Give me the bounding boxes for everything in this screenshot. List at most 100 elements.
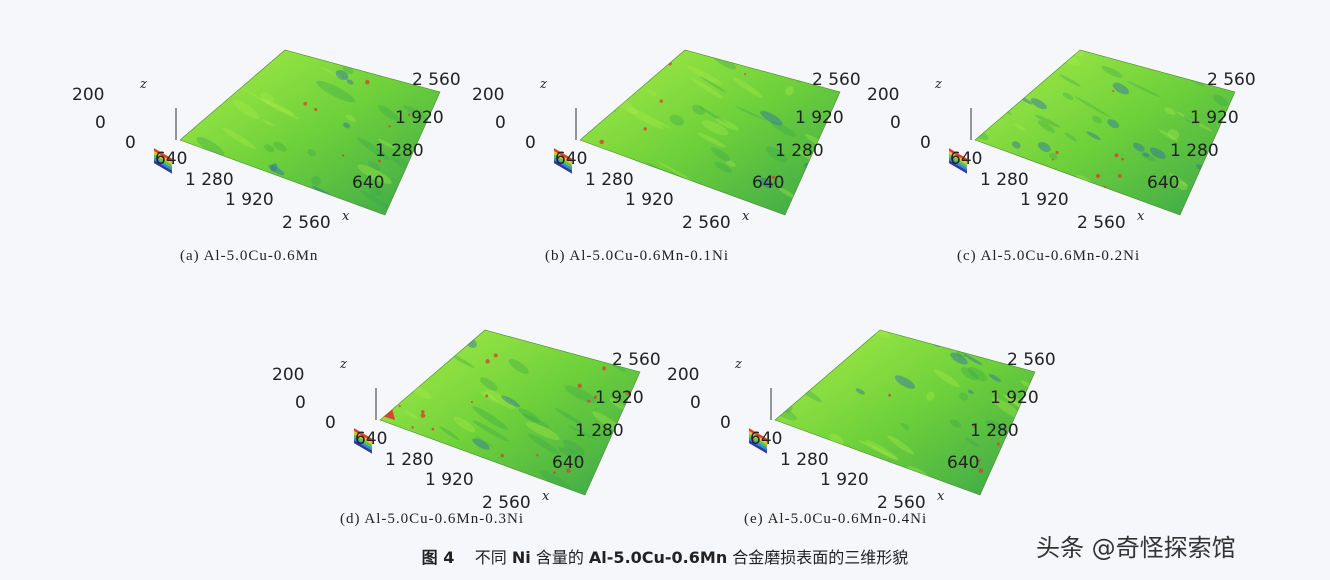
panel-caption-c: (c) Al-5.0Cu-0.6Mn-0.2Ni [957, 248, 1141, 264]
y-tick-label: 2 560 [812, 70, 861, 90]
color-scale-band [554, 148, 572, 162]
surface-plot-c [949, 49, 1236, 216]
color-scale-band [949, 157, 967, 171]
y-tick-label: 640 [552, 453, 585, 473]
y-tick-label: 1 280 [970, 421, 1019, 441]
x-tick-label: 1 280 [385, 450, 434, 470]
z-axis-label: z [140, 77, 147, 92]
z-axis-label: z [935, 77, 942, 92]
y-tick-label: 640 [352, 173, 385, 193]
x-tick-label: 640 [555, 149, 588, 169]
z-axis-label: z [340, 357, 347, 372]
x-tick-label: 2 560 [282, 213, 331, 233]
figure-caption: 图 4 不同 Ni 含量的 Al-5.0Cu-0.6Mn 合金磨损表面的三维形貌 [0, 550, 1330, 566]
figure-caption-text-1: 不同 [474, 548, 507, 567]
y-tick-label: 2 560 [1007, 350, 1056, 370]
color-scale-band [949, 160, 967, 174]
color-scale-band [354, 437, 372, 451]
color-scale-band [354, 431, 372, 445]
figure-caption-prefix: 图 4 [421, 548, 455, 567]
surface-e [774, 329, 1036, 496]
color-scale-band [554, 154, 572, 168]
z-tick-label: 200 [472, 85, 505, 105]
surface-plot-b [554, 49, 841, 216]
color-scale-band [949, 154, 967, 168]
panel-caption-e: (e) Al-5.0Cu-0.6Mn-0.4Ni [744, 511, 928, 527]
x-tick-label: 2 560 [682, 213, 731, 233]
color-scale-band [154, 160, 172, 174]
z-tick-label: 0 [690, 393, 701, 413]
panel-b: 200 0 z 0 640 1 280 1 920 2 560 x 2 560 1 920 1 280… [460, 20, 880, 290]
y-tick-label: 640 [752, 173, 785, 193]
color-scale-band [154, 148, 172, 162]
color-scale-band [154, 157, 172, 171]
panel-e: 200 0 z 0 640 1 280 1 920 2 560 x 2 560 1 920 1 280… [655, 300, 1075, 570]
x-tick-label: 1 920 [425, 470, 474, 490]
y-tick-label: 1 280 [1170, 141, 1219, 161]
color-scale-band [749, 431, 767, 445]
color-scale-band [749, 437, 767, 451]
origin-label: 0 [325, 413, 336, 433]
z-tick-label: 200 [667, 365, 700, 385]
x-tick-label: 1 280 [185, 170, 234, 190]
origin-label: 0 [525, 133, 536, 153]
x-axis-label: x [937, 489, 945, 504]
x-tick-label: 1 920 [820, 470, 869, 490]
surface-plot-a [154, 49, 441, 216]
color-scale-band [354, 440, 372, 454]
figure-caption-text-2: 含量的 [535, 548, 584, 567]
z-axis-label: z [735, 357, 742, 372]
x-tick-label: 2 560 [1077, 213, 1126, 233]
x-tick-label: 1 920 [1020, 190, 1069, 210]
y-tick-label: 640 [1147, 173, 1180, 193]
x-tick-label: 1 280 [585, 170, 634, 190]
color-scale-band [154, 154, 172, 168]
panel-d: 200 0 z 0 640 1 280 1 920 2 560 x 2 560 1 920 1 280… [260, 300, 680, 570]
color-scale-band [554, 157, 572, 171]
panel-a: 200 0 z 0 640 1 280 1 920 2 560 x 2 560 1 920 1 280… [60, 20, 480, 290]
origin-label: 0 [720, 413, 731, 433]
color-scale-band [749, 434, 767, 448]
x-tick-label: 2 560 [877, 493, 926, 513]
z-tick-label: 0 [890, 113, 901, 133]
panel-c: 200 0 z 0 640 1 280 1 920 2 560 x 2 560 1 920 1 280… [855, 20, 1275, 290]
z-tick-label: 0 [95, 113, 106, 133]
y-tick-label: 1 920 [795, 108, 844, 128]
x-tick-label: 640 [355, 429, 388, 449]
y-tick-label: 1 920 [595, 388, 644, 408]
color-scale-band [554, 151, 572, 165]
y-tick-label: 2 560 [612, 350, 661, 370]
z-tick-label: 200 [867, 85, 900, 105]
color-scale-band [154, 151, 172, 165]
z-tick-label: 0 [495, 113, 506, 133]
color-scale-band [354, 434, 372, 448]
x-tick-label: 640 [155, 149, 188, 169]
y-tick-label: 640 [947, 453, 980, 473]
surface-b [579, 49, 841, 216]
color-scale-band [554, 160, 572, 174]
x-tick-label: 2 560 [482, 493, 531, 513]
x-tick-label: 640 [750, 429, 783, 449]
x-tick-label: 640 [950, 149, 983, 169]
y-tick-label: 2 560 [412, 70, 461, 90]
y-tick-label: 1 280 [375, 141, 424, 161]
x-axis-label: x [1137, 209, 1145, 224]
color-scale-band [949, 151, 967, 165]
color-scale-band [949, 148, 967, 162]
y-tick-label: 2 560 [1207, 70, 1256, 90]
z-axis-label: z [540, 77, 547, 92]
surface-plot-d [354, 329, 641, 496]
z-tick-label: 200 [72, 85, 105, 105]
x-axis-label: x [742, 209, 750, 224]
y-tick-label: 1 920 [1190, 108, 1239, 128]
x-axis-label: x [542, 489, 550, 504]
y-tick-label: 1 920 [990, 388, 1039, 408]
y-tick-label: 1 280 [575, 421, 624, 441]
figure-caption-bold-2: Al-5.0Cu-0.6Mn [588, 548, 728, 567]
surface-a [179, 49, 441, 216]
z-tick-label: 0 [295, 393, 306, 413]
figure-caption-text-3: 合金磨损表面的三维形貌 [732, 548, 909, 567]
color-scale-band [749, 428, 767, 442]
panel-caption-a: (a) Al-5.0Cu-0.6Mn [180, 248, 319, 264]
x-axis-label: x [342, 209, 350, 224]
